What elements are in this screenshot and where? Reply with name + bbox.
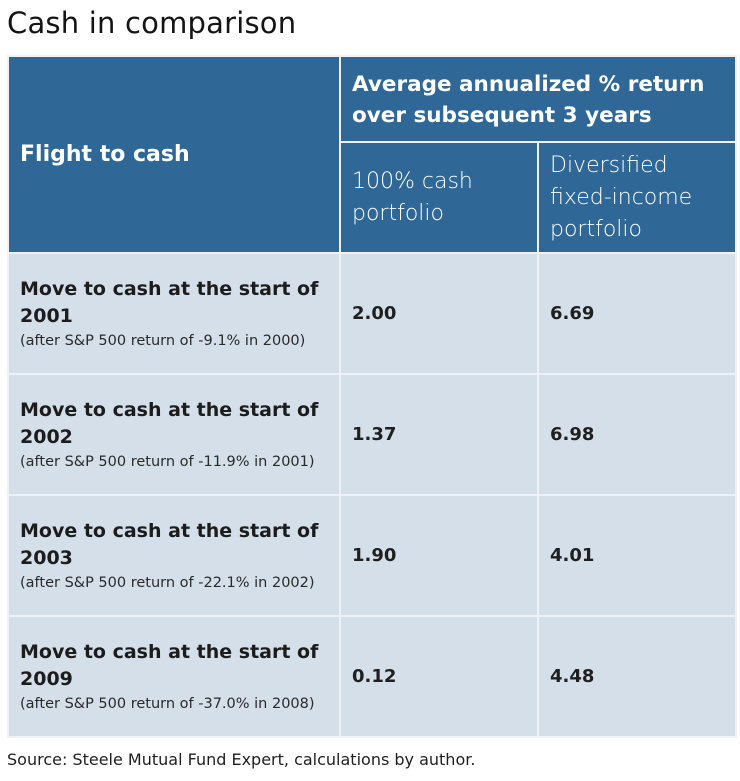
table-row: Move to cash at the start of 2002 (after… bbox=[7, 373, 737, 496]
row-label-cell: Move to cash at the start of 2003 (after… bbox=[7, 494, 341, 617]
row-label-cell: Move to cash at the start of 2002 (after… bbox=[7, 373, 341, 496]
header-flight-to-cash: Flight to cash bbox=[7, 55, 341, 254]
cash-value: 1.37 bbox=[339, 373, 539, 496]
row-note: (after S&P 500 return of -11.9% in 2001) bbox=[20, 453, 315, 470]
fixed-income-value: 4.48 bbox=[537, 615, 737, 738]
source-note: Source: Steele Mutual Fund Expert, calcu… bbox=[7, 750, 476, 769]
row-note: (after S&P 500 return of -37.0% in 2008) bbox=[20, 695, 315, 712]
page-title: Cash in comparison bbox=[7, 6, 297, 40]
row-label-cell: Move to cash at the start of 2009 (after… bbox=[7, 615, 341, 738]
table-row: Move to cash at the start of 2009 (after… bbox=[7, 615, 737, 738]
header-average-return-group: Average annualized % return over subsequ… bbox=[339, 55, 737, 143]
row-label: Move to cash at the start of 2001 bbox=[20, 277, 319, 327]
comparison-table: Flight to cash Average annualized % retu… bbox=[7, 55, 737, 738]
cash-value: 2.00 bbox=[339, 252, 539, 375]
table-row: Move to cash at the start of 2003 (after… bbox=[7, 494, 737, 617]
cash-value: 0.12 bbox=[339, 615, 539, 738]
row-note: (after S&P 500 return of -22.1% in 2002) bbox=[20, 574, 315, 591]
cash-value: 1.90 bbox=[339, 494, 539, 617]
header-fixed-income-portfolio: Diversified fixed-income portfolio bbox=[537, 141, 737, 254]
fixed-income-value: 4.01 bbox=[537, 494, 737, 617]
fixed-income-value: 6.98 bbox=[537, 373, 737, 496]
fixed-income-value: 6.69 bbox=[537, 252, 737, 375]
table-row: Move to cash at the start of 2001 (after… bbox=[7, 252, 737, 375]
row-label: Move to cash at the start of 2003 bbox=[20, 519, 319, 569]
header-cash-portfolio: 100% cash portfolio bbox=[339, 141, 539, 254]
row-label-cell: Move to cash at the start of 2001 (after… bbox=[7, 252, 341, 375]
row-label: Move to cash at the start of 2009 bbox=[20, 640, 319, 690]
row-label: Move to cash at the start of 2002 bbox=[20, 398, 319, 448]
row-note: (after S&P 500 return of -9.1% in 2000) bbox=[20, 332, 306, 349]
